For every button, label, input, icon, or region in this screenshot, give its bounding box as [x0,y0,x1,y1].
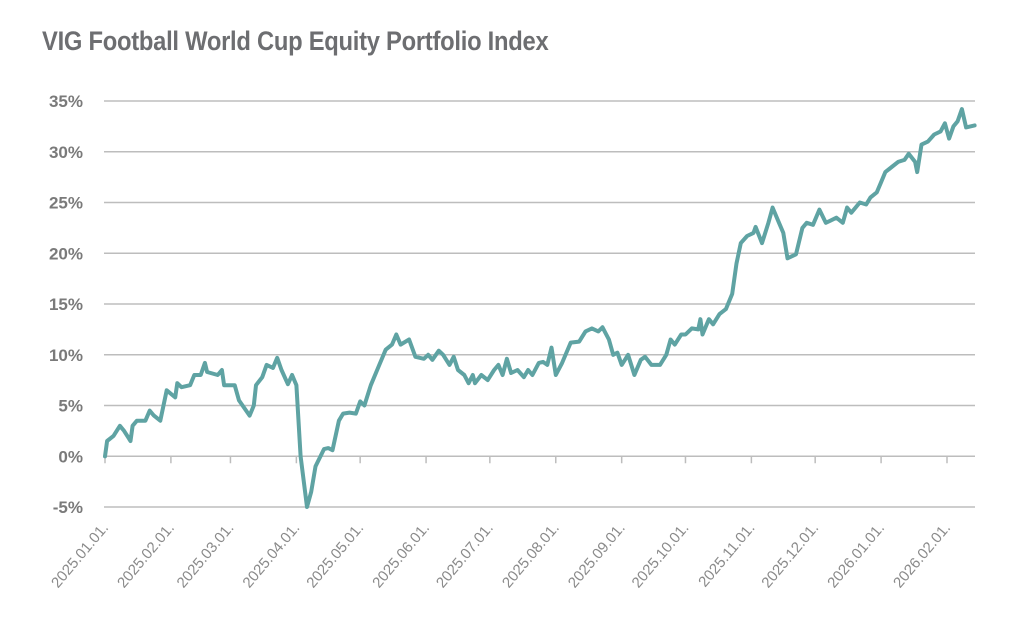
x-tick-label: 2025.12.01. [758,520,822,592]
x-tick-label: 2025.05.01. [303,520,367,592]
y-axis-ticks: -5% 0% 5% 10% 15% 20% 25% 30% 35% [49,92,83,517]
y-tick-label: -5% [53,498,83,517]
gridlines [104,100,975,508]
x-tick-label: 2025.11.01. [695,520,758,591]
x-tick-label: 2025.09.01. [565,520,629,592]
x-tick-label: 2025.01.01. [48,520,112,592]
y-tick-label: 30% [49,143,83,162]
x-tick-label: 2026.01.01. [824,520,888,592]
y-tick-label: 0% [58,447,83,466]
x-tick-label: 2026.02.01. [890,520,954,592]
x-tick-label: 2025.03.01. [174,520,238,592]
y-tick-label: 25% [49,194,83,213]
chart-title: VIG Football World Cup Equity Portfolio … [42,26,549,56]
x-tick-label: 2025.07.01. [433,520,497,592]
x-tick-label: 2025.06.01. [369,520,433,592]
y-tick-label: 20% [49,244,83,263]
x-tick-label: 2025.10.01. [629,520,693,592]
x-tick-label: 2025.08.01. [499,520,563,592]
x-tick-label: 2025.04.01. [239,520,303,592]
x-axis-ticks: 2025.01.01. 2025.02.01.2025.03.01. 2025.04… [48,456,954,591]
y-tick-label: 15% [49,295,83,314]
y-tick-label: 35% [49,92,83,111]
series [103,107,977,509]
y-tick-label: 10% [49,346,83,365]
series-line [103,107,977,509]
x-tick-label: 2025.02.01. [114,520,178,592]
y-tick-label: 5% [58,397,83,416]
